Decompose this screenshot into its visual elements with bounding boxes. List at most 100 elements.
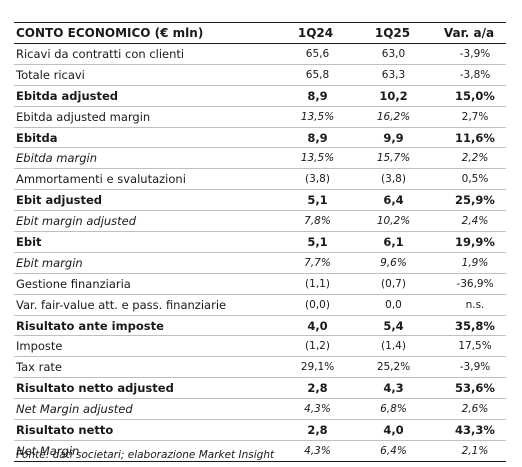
value-variation: 15,0% <box>430 85 506 107</box>
row-label: Ebit margin <box>14 252 276 274</box>
value-1q25: 63,0 <box>353 43 430 65</box>
table-row: Ebitda margin 13,5% 15,7% 2,2% <box>14 147 506 170</box>
table-row: Net Margin 4,3% 6,4% 2,1% <box>14 440 506 462</box>
row-label: Ebitda adjusted <box>14 85 276 107</box>
table-row: Net Margin adjusted 4,3% 6,8% 2,6% <box>14 398 506 421</box>
value-1q24: 4,3% <box>276 440 353 462</box>
value-variation: 2,2% <box>430 147 506 170</box>
value-1q24: 13,5% <box>276 147 353 170</box>
row-label: Ebitda adjusted margin <box>14 106 276 128</box>
value-1q25: 6,4 <box>353 189 430 212</box>
value-variation: 19,9% <box>430 231 506 253</box>
value-1q25: 4,0 <box>353 419 430 441</box>
row-label: Ebitda margin <box>14 147 276 170</box>
table-row: Ebit adjusted 5,1 6,4 25,9% <box>14 189 506 212</box>
table-row: Var. fair-value att. e pass. finanziarie… <box>14 294 506 316</box>
header-label: CONTO ECONOMICO (€ mln) <box>14 22 276 44</box>
value-variation: 25,9% <box>430 189 506 212</box>
row-label: Risultato netto adjusted <box>14 377 276 400</box>
value-1q25: 5,4 <box>353 315 430 337</box>
value-1q24: 4,3% <box>276 398 353 421</box>
row-label: Ebit <box>14 231 276 253</box>
value-1q25: (0,7) <box>353 273 430 295</box>
value-1q24: 8,9 <box>276 85 353 107</box>
value-variation: -36,9% <box>430 273 506 295</box>
table-row: Risultato netto adjusted 2,8 4,3 53,6% <box>14 377 506 400</box>
table-row: Ebitda 8,9 9,9 11,6% <box>14 127 506 149</box>
table-row: Risultato ante imposte 4,0 5,4 35,8% <box>14 315 506 337</box>
value-variation: 1,9% <box>430 252 506 274</box>
value-1q25: (1,4) <box>353 335 430 358</box>
value-variation: 17,5% <box>430 335 506 358</box>
table-row: Ammortamenti e svalutazioni (3,8) (3,8) 0,5… <box>14 168 506 191</box>
table-body: Ricavi da contratti con clienti 65,6 63,0-… <box>14 43 506 462</box>
value-1q25: 6,1 <box>353 231 430 253</box>
row-label: Risultato ante imposte <box>14 315 276 337</box>
value-1q24: 13,5% <box>276 106 353 128</box>
table-row: Tax rate 29,1% 25,2% -3,9% <box>14 356 506 379</box>
value-1q25: 6,8% <box>353 398 430 421</box>
table-row: Imposte (1,2) (1,4) 17,5% <box>14 335 506 358</box>
value-1q25: (3,8) <box>353 168 430 191</box>
value-variation: -3,8% <box>430 64 506 86</box>
header-1q25: 1Q25 <box>353 22 430 44</box>
value-variation: 11,6% <box>430 127 506 149</box>
value-1q25: 63,3 <box>353 64 430 86</box>
table-row: Ebit margin 7,7% 9,6% 1,9% <box>14 252 506 274</box>
source-footnote: Fonte: dati societari; elaborazione Mark… <box>16 449 275 461</box>
value-1q24: 7,7% <box>276 252 353 274</box>
value-variation: 43,3% <box>430 419 506 441</box>
value-variation: 2,4% <box>430 210 506 233</box>
value-1q25: 6,4% <box>353 440 430 462</box>
value-variation: 2,1% <box>430 440 506 462</box>
value-1q25: 4,3 <box>353 377 430 400</box>
value-variation: 35,8% <box>430 315 506 337</box>
row-label: Gestione finanziaria <box>14 273 276 295</box>
value-1q24: (0,0) <box>276 294 353 316</box>
value-1q25: 16,2% <box>353 106 430 128</box>
table-row: Ebitda adjusted margin 13,5% 16,2% 2,7% <box>14 106 506 128</box>
row-label: Net Margin <box>14 440 276 462</box>
row-label: Net Margin adjusted <box>14 398 276 421</box>
value-1q24: 5,1 <box>276 231 353 253</box>
income-statement-table: CONTO ECONOMICO (€ mln) 1Q24 1Q25 Var. a… <box>14 22 506 462</box>
row-label: Ebitda <box>14 127 276 149</box>
table-row: Ebit margin adjusted 7,8% 10,2% 2,4% <box>14 210 506 233</box>
value-variation: 2,7% <box>430 106 506 128</box>
row-label: Var. fair-value att. e pass. finanziarie <box>14 294 276 316</box>
value-1q24: 7,8% <box>276 210 353 233</box>
value-1q25: 10,2 <box>353 85 430 107</box>
value-1q25: 9,9 <box>353 127 430 149</box>
table-header-row: CONTO ECONOMICO (€ mln) 1Q24 1Q25 Var. a… <box>14 22 506 44</box>
value-1q24: 4,0 <box>276 315 353 337</box>
value-variation: 0,5% <box>430 168 506 191</box>
table-row: Totale ricavi 65,8 63,3 -3,8% <box>14 64 506 86</box>
value-1q24: (1,1) <box>276 273 353 295</box>
row-label: Risultato netto <box>14 419 276 441</box>
value-variation: -3,9% <box>430 43 506 65</box>
table-row: Ebit 5,1 6,1 19,9% <box>14 231 506 253</box>
row-label: Ebit adjusted <box>14 189 276 212</box>
value-1q25: 0,0 <box>353 294 430 316</box>
table-row: Risultato netto 2,8 4,0 43,3% <box>14 419 506 441</box>
header-1q24: 1Q24 <box>276 22 353 44</box>
row-label: Ammortamenti e svalutazioni <box>14 168 276 191</box>
value-1q24: 29,1% <box>276 356 353 379</box>
value-1q25: 15,7% <box>353 147 430 170</box>
value-1q24: 65,8 <box>276 64 353 86</box>
table-row: Ebitda adjusted 8,9 10,2 15,0% <box>14 85 506 107</box>
income-statement-table-container: CONTO ECONOMICO (€ mln) 1Q24 1Q25 Var. a… <box>14 22 506 462</box>
value-variation: -3,9% <box>430 356 506 379</box>
value-1q25: 9,6% <box>353 252 430 274</box>
table-row: Ricavi da contratti con clienti 65,6 63,0-… <box>14 43 506 65</box>
value-1q24: 5,1 <box>276 189 353 212</box>
value-1q24: (1,2) <box>276 335 353 358</box>
value-1q25: 25,2% <box>353 356 430 379</box>
value-1q24: 65,6 <box>276 43 353 65</box>
value-1q24: 8,9 <box>276 127 353 149</box>
value-variation: 53,6% <box>430 377 506 400</box>
value-1q24: 2,8 <box>276 377 353 400</box>
value-1q24: (3,8) <box>276 168 353 191</box>
row-label: Tax rate <box>14 356 276 379</box>
value-variation: n.s. <box>430 294 506 316</box>
